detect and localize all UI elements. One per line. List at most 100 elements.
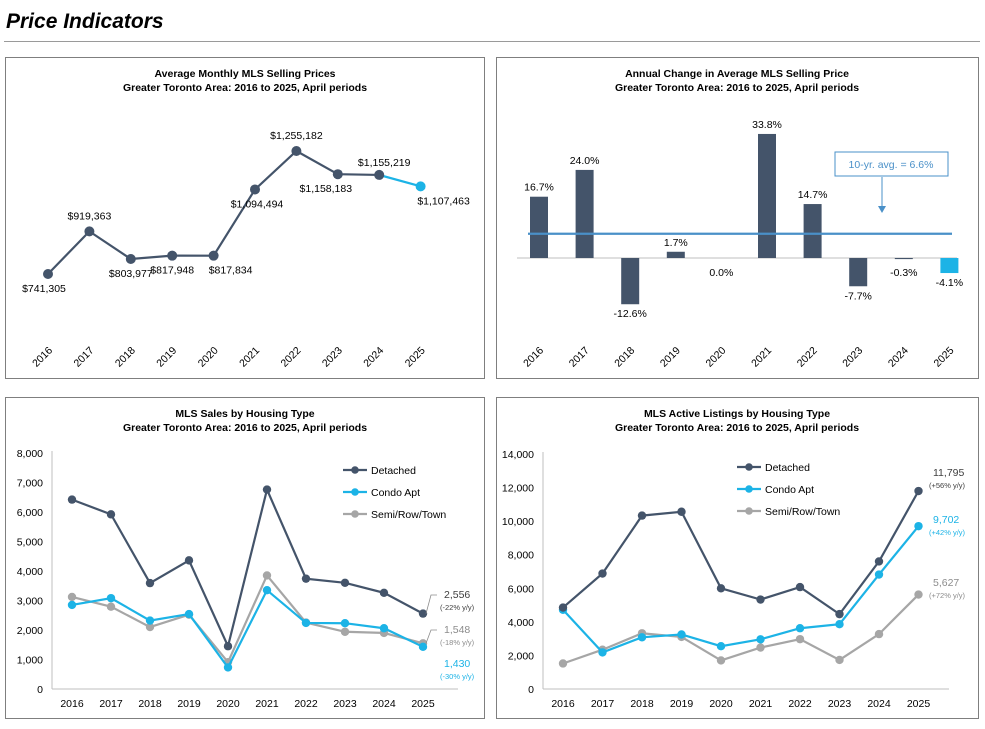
- series-point: [184, 609, 194, 619]
- series-point: [795, 582, 805, 592]
- series-point: [677, 630, 686, 639]
- x-tick-label: 2023: [333, 698, 357, 710]
- price-data-label: $803,977: [109, 268, 153, 280]
- series-point: [795, 634, 805, 644]
- x-tick-label: 2018: [138, 698, 162, 710]
- x-tick-label: 2022: [795, 345, 820, 370]
- page-title: Price Indicators: [6, 10, 164, 33]
- y-tick-label: 5,000: [17, 537, 43, 549]
- series-point: [262, 571, 272, 580]
- change-bar: [758, 133, 776, 258]
- y-tick-label: 4,000: [17, 566, 43, 578]
- x-tick-label: 2019: [154, 345, 179, 370]
- change-data-label: 16.7%: [524, 182, 554, 194]
- price-data-label: $1,155,219: [358, 157, 411, 169]
- change-data-label: -0.3%: [890, 267, 917, 279]
- y-tick-label: 14,000: [502, 449, 534, 461]
- series-point: [145, 616, 155, 625]
- x-tick-label: 2025: [411, 698, 435, 710]
- series-end-change: (+56% y/y): [929, 481, 966, 490]
- series-point: [835, 655, 844, 665]
- price-point: [374, 169, 385, 180]
- change-bar: [666, 251, 685, 258]
- x-tick-label: 2021: [749, 345, 774, 370]
- series-point: [716, 656, 726, 665]
- series-point: [716, 641, 726, 651]
- series-point: [106, 602, 116, 611]
- change-data-label: -4.1%: [936, 277, 963, 289]
- change-data-label: 0.0%: [709, 267, 733, 279]
- average-callout-box: [834, 151, 949, 177]
- series-point: [145, 622, 155, 632]
- series-line-detached: [562, 490, 920, 616]
- series-point: [835, 620, 844, 629]
- legend-label: Detached: [765, 462, 810, 474]
- series-point: [914, 486, 923, 496]
- average-callout-label: 10-yr. avg. = 6.6%: [849, 159, 934, 171]
- y-tick-label: 10,000: [502, 516, 534, 528]
- price-point: [84, 226, 95, 237]
- legend-marker: [745, 507, 753, 515]
- legend-marker: [351, 510, 359, 518]
- change-data-label: 24.0%: [570, 155, 600, 167]
- x-tick-label: 2018: [113, 345, 138, 370]
- series-point: [106, 593, 116, 603]
- x-tick-label: 2019: [670, 698, 694, 710]
- series-point: [914, 521, 923, 531]
- chart-subtitle: Greater Toronto Area: 2016 to 2025, Apri…: [615, 422, 859, 434]
- y-tick-label: 8,000: [508, 550, 534, 562]
- y-tick-label: 4,000: [508, 617, 534, 629]
- series-point: [223, 663, 233, 672]
- series-point: [301, 618, 311, 628]
- chart-title: Annual Change in Average MLS Selling Pri…: [625, 68, 849, 80]
- series-end-change: (+72% y/y): [929, 591, 966, 600]
- series-point: [914, 590, 923, 599]
- series-point: [637, 511, 647, 520]
- change-data-label: 1.7%: [664, 237, 688, 249]
- y-tick-label: 6,000: [17, 507, 43, 519]
- price-point: [43, 269, 53, 279]
- series-point: [874, 557, 884, 566]
- price-point: [415, 181, 426, 192]
- x-tick-label: 2024: [372, 698, 396, 710]
- price-data-label: $817,948: [150, 265, 194, 277]
- listings-by-type-chart: MLS Active Listings by Housing Type Great…: [502, 408, 966, 710]
- x-tick-label: 2024: [886, 345, 911, 370]
- series-end-value: 9,702: [933, 514, 959, 526]
- x-tick-label: 2019: [177, 698, 201, 710]
- change-bar: [621, 258, 640, 305]
- x-tick-label: 2025: [403, 345, 428, 370]
- x-tick-label: 2017: [72, 345, 97, 370]
- x-tick-label: 2018: [630, 698, 654, 710]
- series-point: [795, 624, 805, 633]
- legend-label: Detached: [371, 465, 416, 477]
- price-data-label: $817,834: [209, 265, 253, 277]
- series-point: [558, 659, 568, 668]
- x-tick-label: 2017: [567, 345, 592, 370]
- series-point: [598, 648, 607, 657]
- series-point: [67, 495, 77, 504]
- series-point: [716, 584, 726, 593]
- change-bar: [894, 258, 913, 260]
- change-bar: [530, 196, 548, 258]
- x-tick-label: 2021: [749, 698, 773, 710]
- series-point: [262, 485, 272, 494]
- price-point: [167, 250, 178, 261]
- series-point: [637, 633, 647, 642]
- chart-subtitle: Greater Toronto Area: 2016 to 2025, Apri…: [123, 422, 367, 434]
- series-line-condo-apt: [562, 525, 920, 654]
- annual-change-chart: Annual Change in Average MLS Selling Pri…: [517, 68, 963, 370]
- x-tick-label: 2017: [99, 698, 123, 710]
- title-divider: [4, 41, 980, 42]
- change-data-label: -12.6%: [614, 308, 647, 320]
- chart-subtitle: Greater Toronto Area: 2016 to 2025, Apri…: [123, 82, 367, 94]
- annual-change-chart-panel: Annual Change in Average MLS Selling Pri…: [496, 57, 979, 379]
- x-tick-label: 2022: [279, 345, 304, 370]
- series-point: [223, 642, 233, 651]
- y-tick-label: 1,000: [17, 655, 43, 667]
- x-tick-label: 2018: [612, 345, 637, 370]
- series-point: [340, 578, 350, 587]
- series-point: [756, 635, 765, 644]
- price-point: [332, 169, 343, 180]
- series-line-semi-row-town: [71, 573, 424, 665]
